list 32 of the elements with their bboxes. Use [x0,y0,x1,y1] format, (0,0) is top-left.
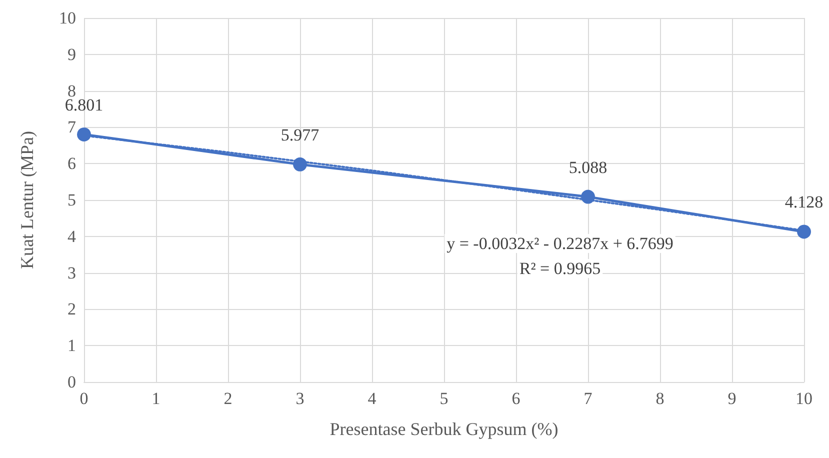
data-label: 5.088 [568,158,608,177]
y-tick-label: 2 [68,300,76,319]
x-tick-label: 2 [224,389,232,408]
y-tick-label: 9 [68,44,76,64]
x-tick-label: 5 [440,389,448,408]
x-tick-label: 4 [368,389,377,408]
x-tick-label: 8 [656,389,664,408]
x-tick-label: 1 [152,389,160,408]
annotation: y = -0.0032x² - 0.2287x + 6.7699 [446,234,674,253]
point [293,157,307,172]
y-tick-label: 10 [59,8,76,28]
data-label: 5.977 [280,125,320,144]
x-tick-label: 9 [728,389,736,408]
y-tick-label: 1 [68,336,76,356]
y-axis-title: Kuat Lentur (MPa) [17,131,37,269]
x-tick-label: 10 [796,389,812,408]
y-tick-label: 3 [68,263,76,282]
x-tick-label: 7 [584,389,593,408]
x-tick-label: 0 [80,389,88,408]
x-axis-title: Presentase Serbuk Gypsum (%) [330,419,558,439]
data-label: 4.128 [784,192,824,212]
y-tick-label: 5 [68,190,76,210]
annotation: R² = 0.9965 [519,259,601,278]
point [797,224,811,239]
y-tick-label: 7 [68,118,76,137]
point [581,190,595,204]
x-tick-label: 6 [512,389,520,408]
y-tick-label: 4 [68,226,76,246]
point [77,127,91,142]
y-tick-label: 0 [68,372,76,392]
y-tick-label: 6 [68,154,76,174]
x-tick-label: 3 [296,389,304,408]
